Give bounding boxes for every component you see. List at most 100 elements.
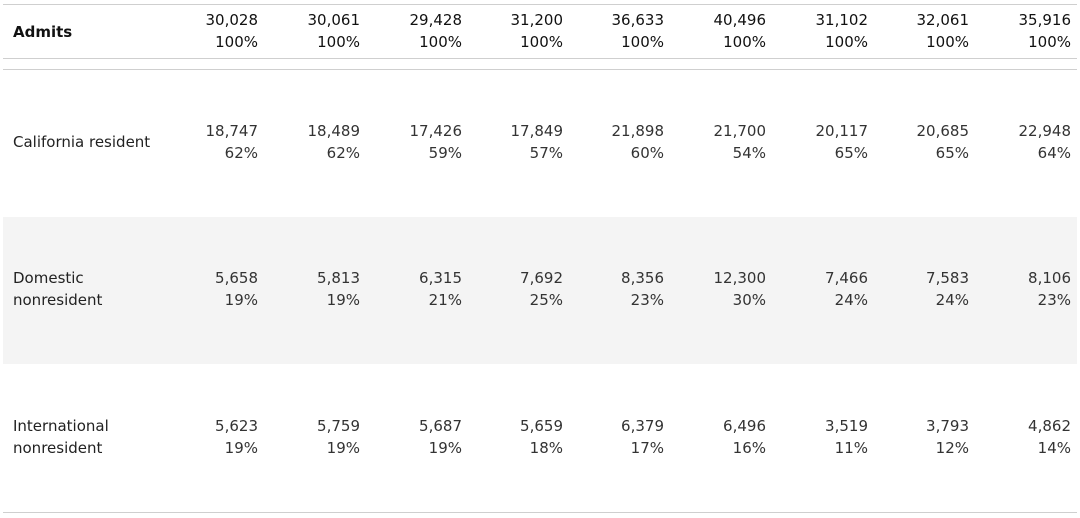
- row-3-percent-4: 18%: [529, 438, 563, 457]
- row-1-percent-4: 57%: [529, 143, 563, 162]
- header-cell-4: 31,200 100%: [468, 9, 564, 53]
- row-1-count-8: 20,685: [916, 121, 970, 140]
- row-3-cell-2: 5,759 19%: [265, 415, 360, 459]
- row-1-count-4: 17,849: [510, 121, 564, 140]
- row-1-count-1: 18,747: [205, 121, 259, 140]
- row-1-cell-2: 18,489 62%: [265, 120, 361, 164]
- row-3-percent-9: 14%: [1037, 438, 1071, 457]
- header-cell-2: 30,061 100%: [265, 9, 361, 53]
- row-2-cell-6: 12,300 30%: [671, 267, 767, 311]
- row-1-percent-3: 59%: [428, 143, 462, 162]
- row-1-percent-8: 65%: [935, 143, 969, 162]
- row-2-cell-1: 5,658 19%: [163, 267, 258, 311]
- row-3-cell-5: 6,379 17%: [569, 415, 664, 459]
- row-2-count-6: 12,300: [713, 268, 767, 287]
- header-cell-3: 29,428 100%: [367, 9, 463, 53]
- row-2-percent-2: 19%: [326, 290, 360, 309]
- row-2: [3, 217, 1077, 364]
- row-1-cell-5: 21,898 60%: [569, 120, 665, 164]
- row-1-cell-3: 17,426 59%: [367, 120, 463, 164]
- row-2-count-3: 6,315: [419, 268, 462, 287]
- row-3-percent-2: 19%: [326, 438, 360, 457]
- row-2-label-line-2: nonresident: [13, 290, 103, 309]
- row-1-cell-1: 18,747 62%: [163, 120, 259, 164]
- header-percent-1: 100%: [215, 33, 258, 51]
- row-1-count-7: 20,117: [815, 121, 869, 140]
- row-2-count-8: 7,583: [926, 268, 969, 287]
- row-1-label-line-1: California resident: [13, 132, 151, 151]
- header-percent-5: 100%: [621, 33, 664, 51]
- header-cell-6: 40,496 100%: [671, 9, 767, 53]
- row-1-cell-4: 17,849 57%: [468, 120, 564, 164]
- row-2-percent-9: 23%: [1037, 290, 1071, 309]
- row-2-percent-4: 25%: [529, 290, 563, 309]
- row-3-cell-3: 5,687 19%: [367, 415, 462, 459]
- header-cell-8: 32,061 100%: [874, 9, 970, 53]
- header-percent-7: 100%: [825, 33, 868, 51]
- row-1-label: California resident: [13, 131, 150, 153]
- header-percent-8: 100%: [926, 33, 969, 51]
- row-2-percent-3: 21%: [428, 290, 462, 309]
- header-count-3: 29,428: [409, 11, 463, 29]
- row-3-cell-8: 3,793 12%: [874, 415, 969, 459]
- header-count-1: 30,028: [205, 11, 259, 29]
- row-3-percent-5: 17%: [630, 438, 664, 457]
- row-2-count-7: 7,466: [825, 268, 868, 287]
- row-2-count-1: 5,658: [215, 268, 258, 287]
- row-2-cell-3: 6,315 21%: [367, 267, 462, 311]
- row-3-count-9: 4,862: [1028, 416, 1071, 435]
- row-3-cell-7: 3,519 11%: [773, 415, 868, 459]
- row-2-cell-5: 8,356 23%: [569, 267, 664, 311]
- header-divider-secondary: [3, 69, 1077, 70]
- row-1-percent-5: 60%: [630, 143, 664, 162]
- row-3-percent-7: 11%: [834, 438, 868, 457]
- row-1-count-5: 21,898: [611, 121, 665, 140]
- row-3-cell-1: 5,623 19%: [163, 415, 258, 459]
- header-count-5: 36,633: [611, 11, 665, 29]
- header-count-4: 31,200: [510, 11, 564, 29]
- row-2-cell-7: 7,466 24%: [773, 267, 868, 311]
- bottom-divider: [3, 512, 1077, 513]
- row-1-percent-6: 54%: [732, 143, 766, 162]
- row-1-cell-6: 21,700 54%: [671, 120, 767, 164]
- header-cell-1: 30,028 100%: [163, 9, 259, 53]
- row-3-count-3: 5,687: [419, 416, 462, 435]
- header-percent-2: 100%: [317, 33, 360, 51]
- row-3-percent-3: 19%: [428, 438, 462, 457]
- header-cell-5: 36,633 100%: [569, 9, 665, 53]
- row-3-count-4: 5,659: [520, 416, 563, 435]
- row-1-count-2: 18,489: [307, 121, 361, 140]
- header-label: Admits: [13, 23, 73, 41]
- row-1-percent-7: 65%: [834, 143, 868, 162]
- header-cell-7: 31,102 100%: [773, 9, 869, 53]
- row-3-cell-9: 4,862 14%: [976, 415, 1071, 459]
- row-2-label: Domestic nonresident: [13, 267, 102, 311]
- row-2-percent-1: 19%: [224, 290, 258, 309]
- row-3-cell-4: 5,659 18%: [468, 415, 563, 459]
- row-2-cell-2: 5,813 19%: [265, 267, 360, 311]
- top-divider: [3, 4, 1077, 5]
- row-3-label-line-1: International: [13, 416, 109, 435]
- header-percent-3: 100%: [419, 33, 462, 51]
- row-3-count-6: 6,496: [723, 416, 766, 435]
- row-2-count-4: 7,692: [520, 268, 563, 287]
- row-3-count-2: 5,759: [317, 416, 360, 435]
- header-divider: [3, 58, 1077, 59]
- header-count-7: 31,102: [815, 11, 869, 29]
- row-1-cell-8: 20,685 65%: [874, 120, 970, 164]
- row-3-percent-8: 12%: [935, 438, 969, 457]
- row-2-percent-8: 24%: [935, 290, 969, 309]
- row-1-count-9: 22,948: [1018, 121, 1072, 140]
- row-3-count-8: 3,793: [926, 416, 969, 435]
- row-1-percent-2: 62%: [326, 143, 360, 162]
- row-2-count-5: 8,356: [621, 268, 664, 287]
- row-3-percent-6: 16%: [732, 438, 766, 457]
- row-3-count-1: 5,623: [215, 416, 258, 435]
- row-2-percent-5: 23%: [630, 290, 664, 309]
- row-1-cell-9: 22,948 64%: [976, 120, 1072, 164]
- row-2-count-2: 5,813: [317, 268, 360, 287]
- row-3-cell-6: 6,496 16%: [671, 415, 766, 459]
- header-percent-9: 100%: [1028, 33, 1071, 51]
- row-3-label: International nonresident: [13, 415, 109, 459]
- row-2-label-line-1: Domestic: [13, 268, 84, 287]
